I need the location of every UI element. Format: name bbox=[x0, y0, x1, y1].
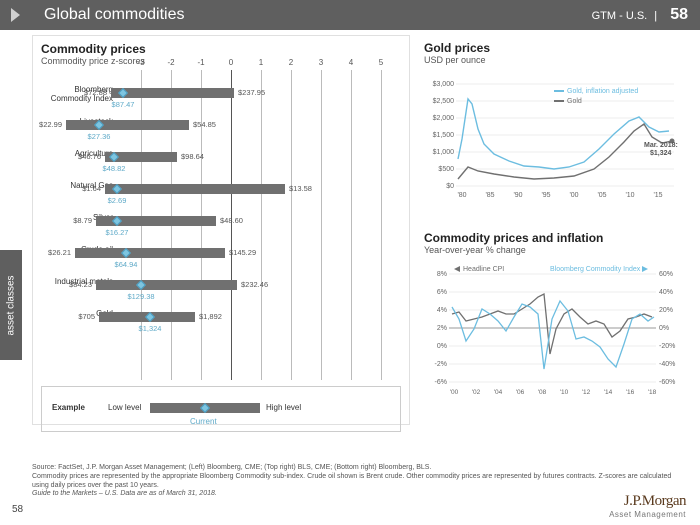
svg-text:Headline CPI: Headline CPI bbox=[463, 266, 504, 273]
zscore-row: Industrial metals$84.23$232.46$129.38 bbox=[41, 274, 401, 304]
jpmorgan-logo: J.P.Morgan Asset Management bbox=[609, 493, 686, 519]
title-bar: Global commodities GTM - U.S. | 58 bbox=[0, 0, 700, 30]
svg-text:'02: '02 bbox=[472, 389, 481, 396]
svg-text:6%: 6% bbox=[437, 289, 447, 296]
svg-text:$1,324: $1,324 bbox=[650, 150, 672, 157]
svg-text:40%: 40% bbox=[659, 289, 673, 296]
svg-text:$2,000: $2,000 bbox=[433, 115, 455, 122]
svg-text:'08: '08 bbox=[538, 389, 547, 396]
doc-code: GTM - U.S. bbox=[592, 10, 648, 22]
zscore-row: Crude oil$26.21$145.29$64.94 bbox=[41, 242, 401, 272]
svg-text:$500: $500 bbox=[438, 166, 454, 173]
svg-text:'85: '85 bbox=[485, 192, 494, 199]
example-label: Example bbox=[52, 403, 85, 412]
panel-subtitle: Year-over-year % change bbox=[424, 245, 678, 255]
svg-text:'90: '90 bbox=[513, 192, 522, 199]
page-number: 58 bbox=[670, 6, 688, 23]
panel-subtitle: USD per ounce bbox=[424, 55, 678, 65]
svg-text:Bloomberg Commodity Index: Bloomberg Commodity Index bbox=[550, 266, 641, 273]
svg-text:2%: 2% bbox=[437, 325, 447, 332]
svg-text:'14: '14 bbox=[604, 389, 613, 396]
svg-text:-60%: -60% bbox=[659, 379, 675, 386]
zscore-row: Silver$8.79$48.60$16.27 bbox=[41, 210, 401, 240]
svg-text:8%: 8% bbox=[437, 271, 447, 278]
gold-chart: $0 $500 $1,000 $1,500 $2,000 $2,500 $3,000 '… bbox=[424, 69, 679, 204]
content-area: Commodity prices Commodity price z-score… bbox=[32, 35, 688, 465]
legend-gold-adj: Gold, inflation adjusted bbox=[567, 88, 638, 95]
svg-text:'80: '80 bbox=[457, 192, 466, 199]
svg-text:'06: '06 bbox=[516, 389, 525, 396]
svg-text:-20%: -20% bbox=[659, 343, 675, 350]
page-title: Global commodities bbox=[36, 6, 592, 24]
svg-text:'15: '15 bbox=[653, 192, 662, 199]
zscore-row: Livestock$22.99$54.85$27.36 bbox=[41, 114, 401, 144]
zscore-row: Natural Gas$1.64$13.58$2.69 bbox=[41, 178, 401, 208]
example-current: Current bbox=[190, 417, 217, 426]
header-right: GTM - U.S. | 58 bbox=[592, 6, 700, 24]
svg-text:$1,000: $1,000 bbox=[433, 149, 455, 156]
svg-text:$3,000: $3,000 bbox=[433, 81, 455, 88]
zscore-row: Gold$705$1,892$1,324 bbox=[41, 306, 401, 336]
panel-title: Gold prices bbox=[424, 41, 678, 55]
panel-title: Commodity prices bbox=[41, 42, 401, 56]
svg-text:'10: '10 bbox=[625, 192, 634, 199]
panel-title: Commodity prices and inflation bbox=[424, 231, 678, 245]
svg-text:$0: $0 bbox=[446, 183, 454, 190]
svg-text:4%: 4% bbox=[437, 307, 447, 314]
svg-text:0%: 0% bbox=[659, 325, 669, 332]
svg-text:$2,500: $2,500 bbox=[433, 98, 455, 105]
chevron-icon bbox=[0, 0, 36, 30]
svg-text:60%: 60% bbox=[659, 271, 673, 278]
svg-text:'95: '95 bbox=[541, 192, 550, 199]
zscore-chart: -3-2-1012345Bloomberg Commodity Index$72… bbox=[41, 70, 401, 380]
gold-prices-panel: Gold prices USD per ounce $0 $500 $1,000 $… bbox=[416, 35, 686, 215]
section-tab: asset classes bbox=[0, 250, 22, 360]
svg-text:-40%: -40% bbox=[659, 361, 675, 368]
svg-text:20%: 20% bbox=[659, 307, 673, 314]
svg-text:'16: '16 bbox=[626, 389, 635, 396]
svg-text:Mar. 2018:: Mar. 2018: bbox=[644, 142, 678, 149]
zscore-row: Bloomberg Commodity Index$72.88$237.95$8… bbox=[41, 82, 401, 112]
page-number-bottom: 58 bbox=[12, 504, 23, 515]
commodity-prices-panel: Commodity prices Commodity price z-score… bbox=[32, 35, 410, 425]
source-text: Source: FactSet, J.P. Morgan Asset Manag… bbox=[32, 464, 688, 499]
zscore-row: Agriculture$46.76$98.64$48.82 bbox=[41, 146, 401, 176]
svg-text:'00: '00 bbox=[450, 389, 459, 396]
example-high: High level bbox=[266, 403, 301, 412]
panel-subtitle: Commodity price z-scores bbox=[41, 56, 401, 66]
svg-text:'18: '18 bbox=[648, 389, 657, 396]
svg-text:$1,500: $1,500 bbox=[433, 132, 455, 139]
example-low: Low level bbox=[108, 403, 141, 412]
svg-text:-2%: -2% bbox=[435, 361, 447, 368]
svg-text:'04: '04 bbox=[494, 389, 503, 396]
legend-gold: Gold bbox=[567, 98, 582, 105]
svg-text:0%: 0% bbox=[437, 343, 447, 350]
example-box: Example Low level High level Current bbox=[41, 386, 401, 432]
svg-text:'12: '12 bbox=[582, 389, 591, 396]
svg-text:'00: '00 bbox=[569, 192, 578, 199]
svg-text:'10: '10 bbox=[560, 389, 569, 396]
svg-text:'05: '05 bbox=[597, 192, 606, 199]
svg-text:-6%: -6% bbox=[435, 379, 447, 386]
inflation-chart: 8%6%4% 2%0%-2% -6% 60%40%20% 0%-20%-40% … bbox=[424, 259, 679, 394]
inflation-panel: Commodity prices and inflation Year-over… bbox=[416, 225, 686, 425]
